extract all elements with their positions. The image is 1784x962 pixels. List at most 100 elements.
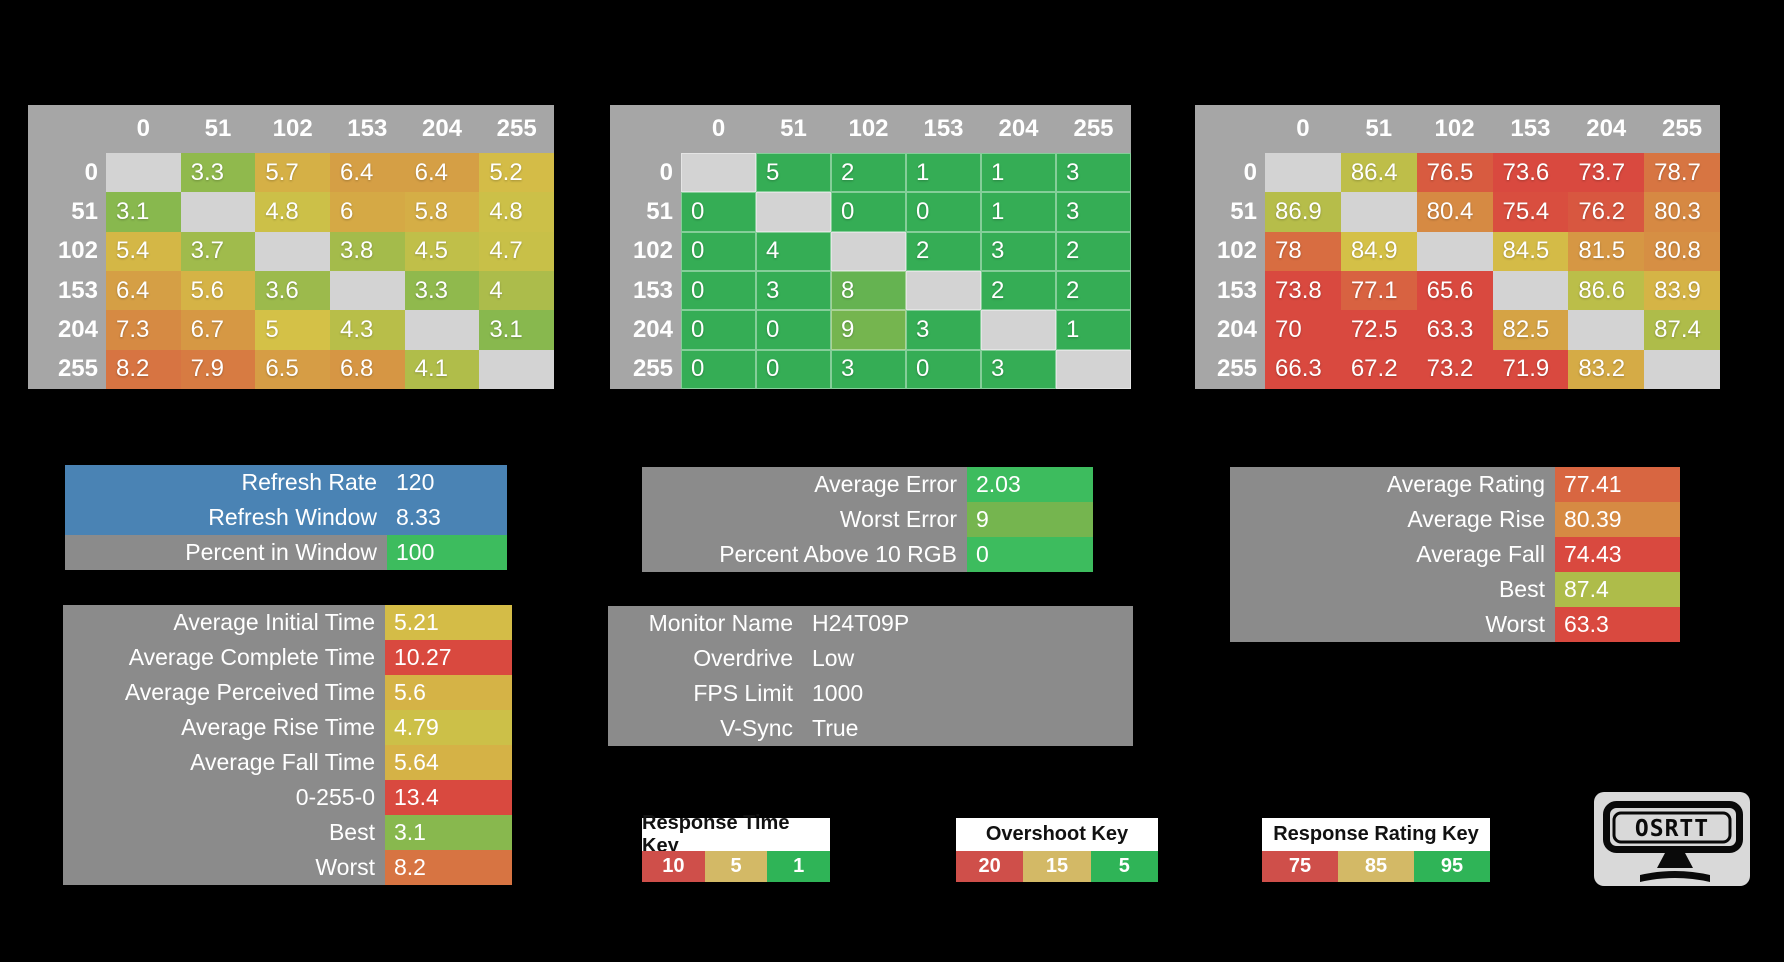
stat-value: 10.27 xyxy=(385,640,512,675)
heatmap-cell: 87.4 xyxy=(1644,310,1720,350)
error-row: Worst Error 9 xyxy=(642,502,1093,537)
rating-row: Best 87.4 xyxy=(1230,572,1680,607)
row-label: 204 xyxy=(632,315,673,343)
heatmap-cell: 2 xyxy=(831,153,906,193)
col-header: 51 xyxy=(1365,115,1393,142)
heatmap-diagonal-cell xyxy=(1340,192,1417,232)
stat-value: H24T09P xyxy=(812,610,910,636)
heatmap-diagonal-cell xyxy=(756,192,831,232)
stat-label: 0-255-0 xyxy=(295,784,375,810)
stat-label: Average Perceived Time xyxy=(124,679,375,705)
col-header: 51 xyxy=(780,115,807,142)
overshoot-heatmap: 0 51 102 153 204 255 0 5 2 1 1 3 51 0 0 0 1 3 102 0 4 2 3 2 153 0… xyxy=(610,105,1131,389)
stat-value: 87.4 xyxy=(1555,572,1680,607)
heatmap-diagonal-cell xyxy=(1644,349,1720,389)
col-header: 255 xyxy=(1073,115,1114,142)
heatmap-diagonal-cell xyxy=(906,270,981,311)
heatmap-cell: 3.1 xyxy=(106,192,181,232)
heatmap-cell: 3.1 xyxy=(479,310,554,350)
heatmap-cell: 0 xyxy=(756,349,831,389)
heatmap-cell: 4.8 xyxy=(255,192,330,232)
heatmap-cell: 82.5 xyxy=(1492,310,1569,350)
row-label: 102 xyxy=(1216,237,1257,265)
stat-value: 3.1 xyxy=(385,815,512,850)
heatmap-cell: 5 xyxy=(255,310,330,350)
overshoot-key: Overshoot Key 20 15 5 xyxy=(956,818,1158,882)
stat-label: Worst Error xyxy=(839,506,957,532)
stat-value: True xyxy=(812,715,859,741)
heatmap-cell: 0 xyxy=(681,192,756,232)
stat-value: 2.03 xyxy=(967,467,1093,502)
stat-label: Refresh Window xyxy=(208,504,377,530)
stat-value: 63.3 xyxy=(1555,607,1680,642)
heatmap-diagonal-cell xyxy=(180,192,256,232)
col-header: 153 xyxy=(923,115,964,142)
monitor-row: Overdrive Low xyxy=(608,641,1133,676)
heatmap-corner xyxy=(1195,105,1265,153)
heatmap-cell: 67.2 xyxy=(1340,349,1417,389)
heatmap-cell: 72.5 xyxy=(1340,310,1417,350)
row-label: 0 xyxy=(659,158,673,186)
heatmap-cell: 73.6 xyxy=(1492,153,1569,193)
key-cell: 5 xyxy=(704,851,768,882)
times-row: 0-255-0 13.4 xyxy=(63,780,512,815)
stat-label: Percent in Window xyxy=(185,539,377,565)
stat-value: 13.4 xyxy=(385,780,512,815)
heatmap-cell: 3 xyxy=(1056,192,1131,232)
heatmap-cell: 80.4 xyxy=(1416,192,1493,232)
heatmap-cell: 3 xyxy=(831,349,906,389)
row-label: 102 xyxy=(57,237,98,265)
refresh-row: Refresh Rate 120 xyxy=(65,465,507,500)
key-cells: 20 15 5 xyxy=(956,851,1158,882)
monitor-row: FPS Limit 1000 xyxy=(608,676,1133,711)
col-header: 153 xyxy=(347,115,388,142)
col-header: 204 xyxy=(998,115,1039,142)
stat-value: 0 xyxy=(967,537,1093,572)
refresh-row: Refresh Window 8.33 xyxy=(65,500,507,535)
stat-label: Refresh Rate xyxy=(241,469,377,495)
heatmap-cell: 76.5 xyxy=(1416,153,1493,193)
heatmap-cell: 5 xyxy=(756,153,831,193)
heatmap-cell: 1 xyxy=(981,192,1056,232)
stat-value: 4.79 xyxy=(385,710,512,745)
heatmap-cell: 3 xyxy=(981,349,1056,389)
stat-label: V-Sync xyxy=(720,715,793,741)
heatmap-cell: 77.1 xyxy=(1340,270,1417,311)
key-title: Response Time Key xyxy=(642,812,830,857)
heatmap-cell: 2 xyxy=(1056,270,1131,311)
key-cells: 75 85 95 xyxy=(1262,851,1490,882)
monitor-row: Monitor Name H24T09P xyxy=(608,606,1133,641)
row-label: 204 xyxy=(57,315,98,343)
row-label: 0 xyxy=(1243,158,1257,186)
stat-label: Average Initial Time xyxy=(173,609,375,635)
row-label: 51 xyxy=(1230,197,1257,225)
row-label: 255 xyxy=(1216,355,1257,383)
response-rating-heatmap: 0 51 102 153 204 255 0 86.4 76.5 73.6 73.7 78.7 51 86… xyxy=(1195,105,1720,389)
times-row: Average Rise Time 4.79 xyxy=(63,710,512,745)
stat-value: Low xyxy=(812,645,855,671)
stat-label: Average Rise Time xyxy=(181,714,375,740)
stat-label: Overdrive xyxy=(693,645,793,671)
heatmap-diagonal-cell xyxy=(479,349,554,389)
heatmap-cell: 1 xyxy=(906,153,981,193)
heatmap-cell: 73.8 xyxy=(1265,270,1341,311)
row-label: 153 xyxy=(57,276,98,304)
heatmap-cell: 73.7 xyxy=(1568,153,1645,193)
heatmap-cell: 3.7 xyxy=(180,231,256,271)
times-row: Worst 8.2 xyxy=(63,850,512,885)
stat-label: Average Rating xyxy=(1386,471,1545,497)
error-row: Average Error 2.03 xyxy=(642,467,1093,502)
times-summary-panel: Average Initial Time 5.21 Average Complete… xyxy=(63,605,512,885)
stat-label: Worst xyxy=(1485,611,1545,637)
heatmap-cell: 81.5 xyxy=(1568,231,1645,271)
stat-label: Average Complete Time xyxy=(128,644,375,670)
stat-value: 120 xyxy=(396,469,435,495)
col-header: 0 xyxy=(1296,115,1310,142)
heatmap-diagonal-cell xyxy=(681,153,756,193)
rating-row: Average Fall 74.43 xyxy=(1230,537,1680,572)
heatmap-cell: 1 xyxy=(981,153,1056,193)
heatmap-cell: 75.4 xyxy=(1492,192,1569,232)
heatmap-cell: 3 xyxy=(1056,153,1131,193)
heatmap-cell: 5.8 xyxy=(404,192,480,232)
heatmap-cell: 80.8 xyxy=(1644,231,1720,271)
